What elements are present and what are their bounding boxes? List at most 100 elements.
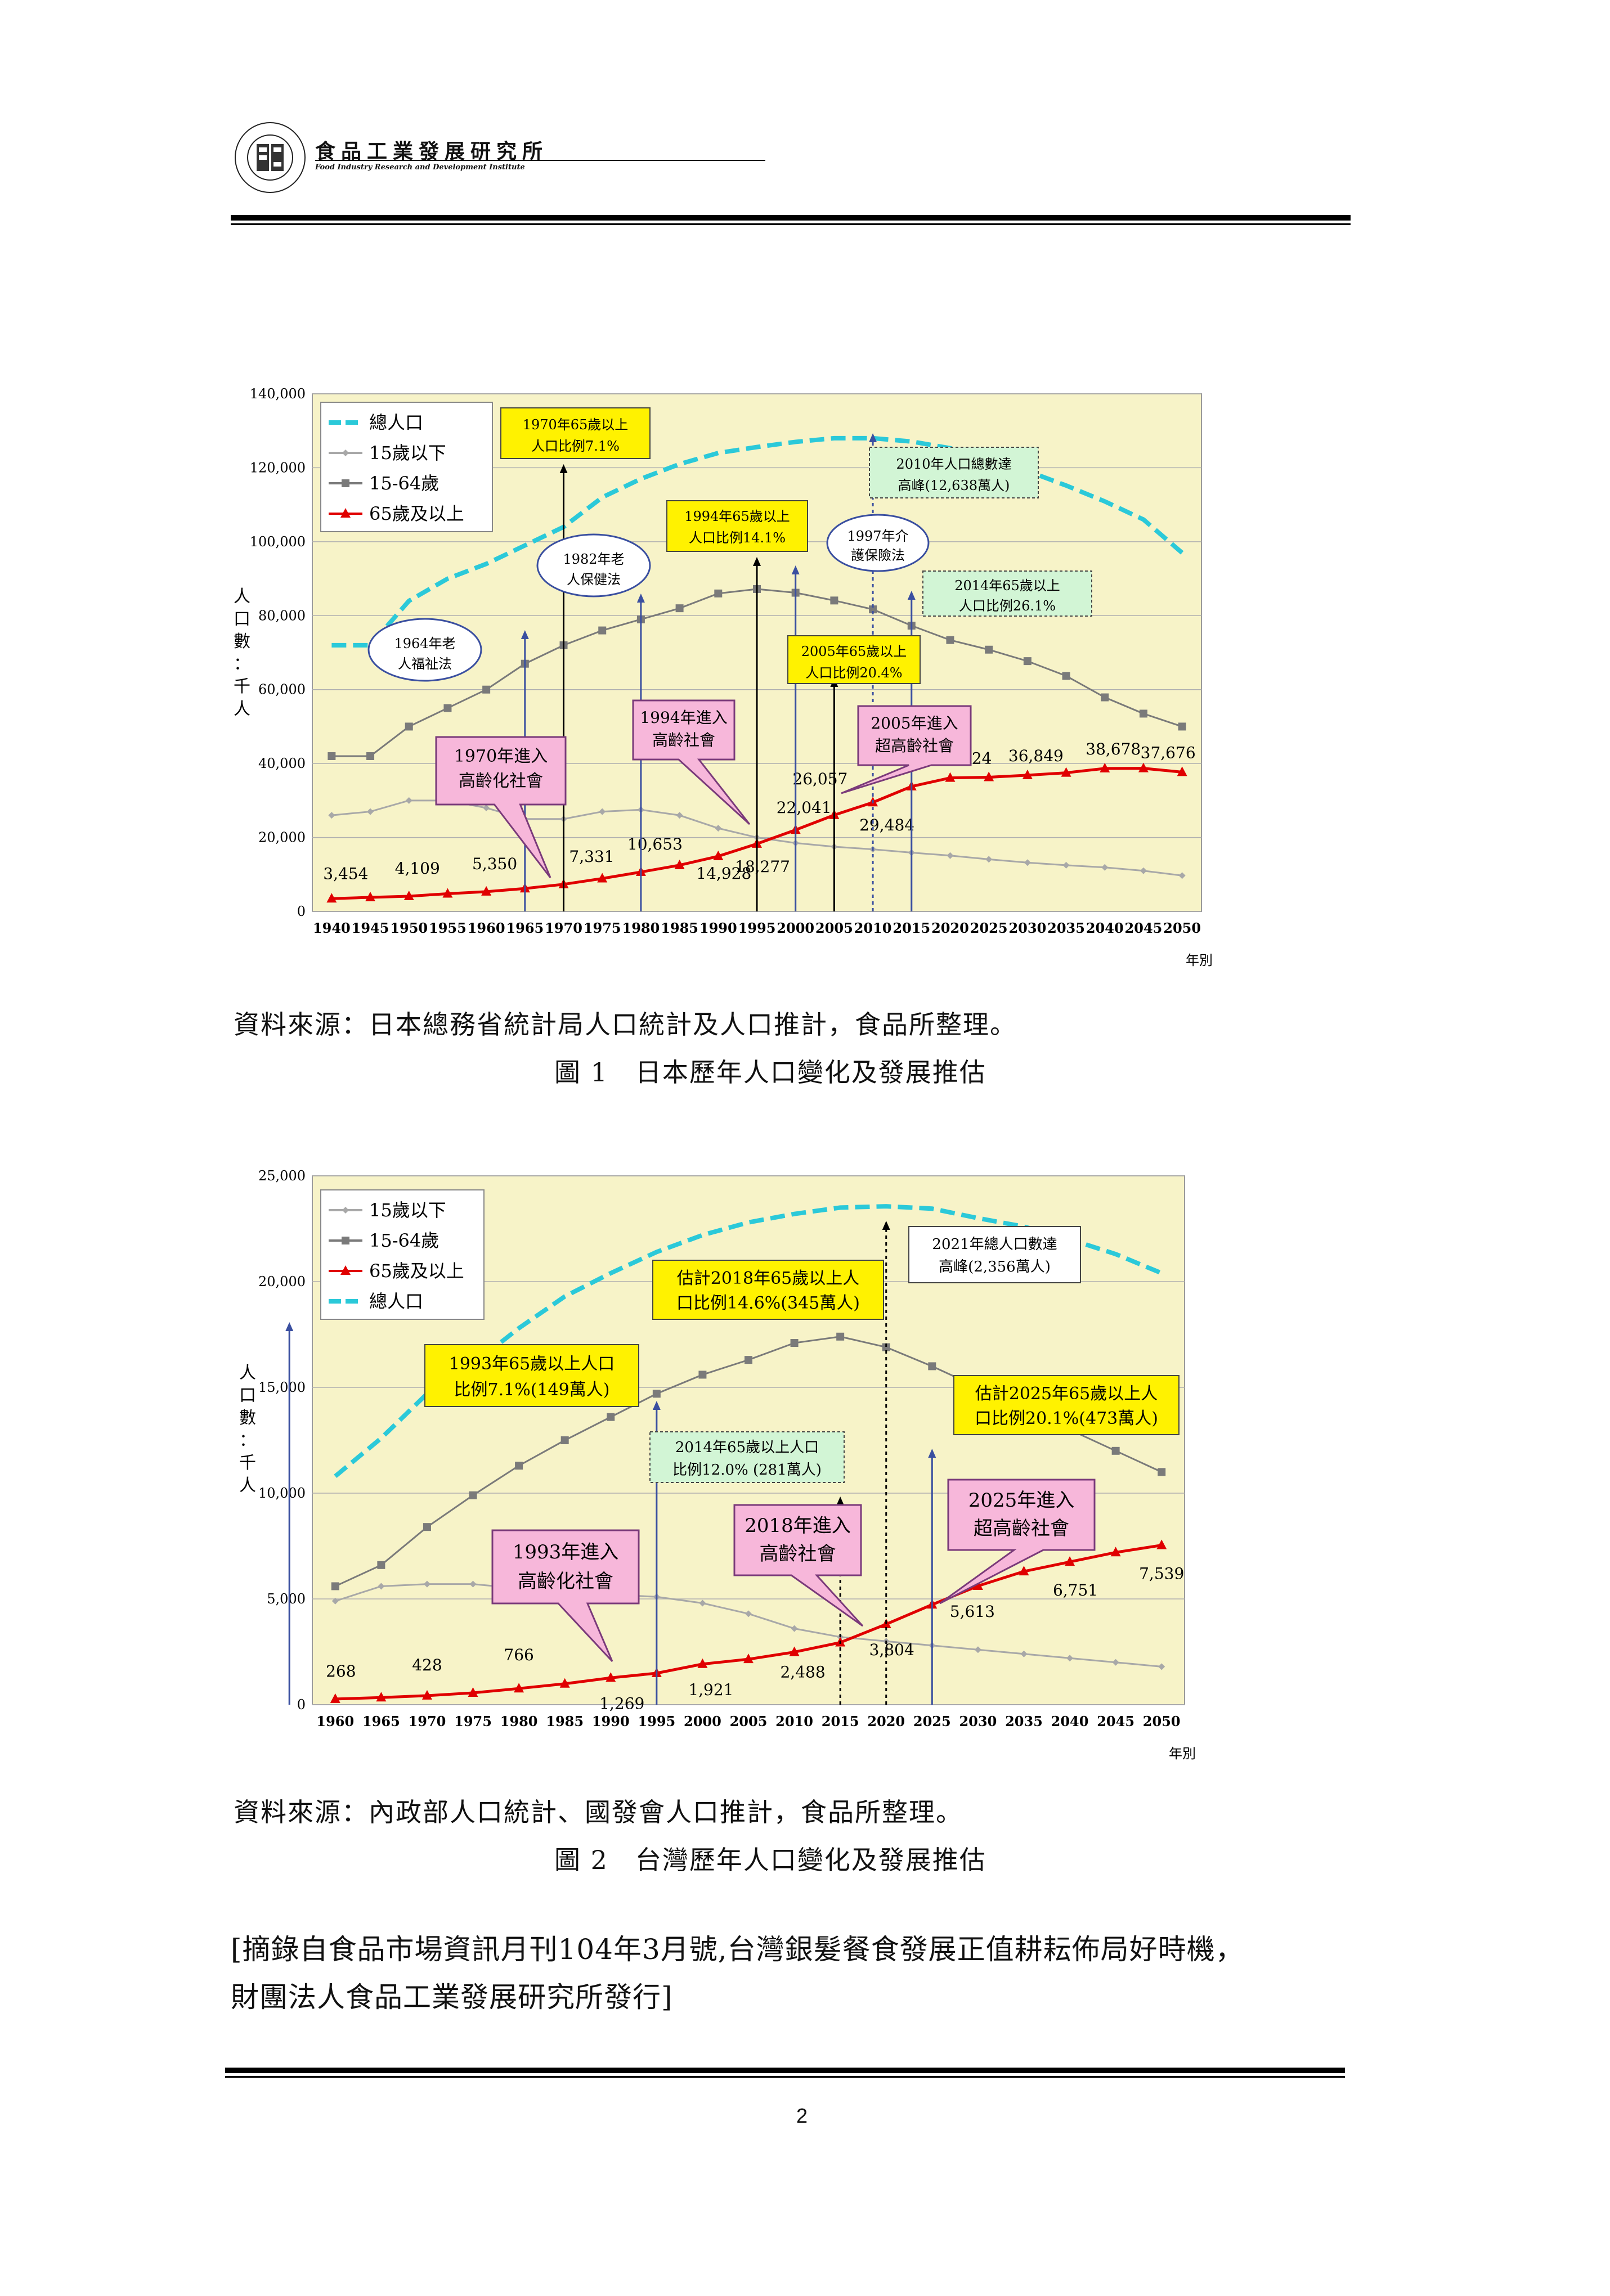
y-axis-label-char: 數 <box>239 1408 256 1428</box>
diamond-marker <box>342 1207 349 1214</box>
y-axis-label-char: 人 <box>239 1476 256 1495</box>
triangle-marker <box>1110 1547 1121 1557</box>
point-label: 3,454 <box>323 864 368 883</box>
y-axis-label-char: 千 <box>239 1453 256 1473</box>
x-tick-label: 1975 <box>454 1713 492 1729</box>
square-marker <box>377 1561 385 1569</box>
point-label: 1,921 <box>688 1681 733 1699</box>
callout-pink <box>435 736 567 878</box>
diamond-marker <box>947 852 954 859</box>
x-tick-label: 2030 <box>1008 920 1046 936</box>
square-marker <box>331 1582 339 1590</box>
callout-text: 1964年老 <box>394 636 455 651</box>
series-diamond <box>331 1580 1165 1670</box>
square-marker <box>342 1237 349 1244</box>
callout-text: 1982年老 <box>563 551 624 567</box>
callout-box <box>666 500 808 552</box>
callout-text: 口比例20.1%(473萬人) <box>975 1409 1158 1428</box>
y-axis-label-char: ： <box>234 654 250 674</box>
legend: 總人口 15歲以下 15-64歲 65歲及以上 <box>320 402 493 532</box>
square-marker <box>869 605 877 614</box>
triangle-marker <box>984 771 994 781</box>
y-axis-label: 人口數：千人 <box>239 1363 256 1495</box>
callout-text: 高峰(12,638萬人) <box>898 478 1010 493</box>
x-tick-label: 2050 <box>1143 1713 1181 1729</box>
y-tick-label: 40,000 <box>258 756 306 771</box>
x-tick-label: 1960 <box>468 920 505 936</box>
triangle-marker <box>743 1654 754 1664</box>
triangle-marker <box>1156 1539 1167 1549</box>
diamond-marker <box>483 805 490 811</box>
triangle-marker <box>365 892 376 902</box>
square-marker <box>1062 672 1070 680</box>
callout-text: 2010年人口總數達 <box>896 456 1011 472</box>
callout-text: 2014年65歲以上 <box>954 578 1060 594</box>
square-marker <box>714 589 723 597</box>
org-name-underline <box>315 160 765 161</box>
triangle-marker <box>1177 766 1187 776</box>
legend-box <box>320 1189 485 1320</box>
x-tick-label: 1970 <box>409 1713 446 1729</box>
x-axis-unit: 年別 <box>1186 952 1213 968</box>
x-tick-label: 1960 <box>316 1713 354 1729</box>
point-label: 26,057 <box>792 770 847 788</box>
triangle-marker <box>376 1692 387 1702</box>
triangle-marker <box>340 1265 351 1275</box>
point-label: 38,678 <box>1086 740 1141 758</box>
x-tick-label: 2005 <box>815 920 853 936</box>
x-tick-label: 2010 <box>775 1713 813 1729</box>
callout-text: 1993年進入 <box>513 1541 619 1563</box>
callout-box <box>922 570 1092 617</box>
point-label: 37,676 <box>1141 743 1196 762</box>
y-axis-label-char: 千 <box>234 677 250 697</box>
triangle-marker <box>481 886 492 896</box>
x-tick-label: 1950 <box>390 920 428 936</box>
x-tick-label: 1980 <box>622 920 660 936</box>
x-tick-label: 1970 <box>545 920 582 936</box>
point-label: 18,277 <box>735 857 790 876</box>
x-tick-label: 1990 <box>592 1713 630 1729</box>
square-marker <box>675 604 684 613</box>
triangle-marker <box>1019 1566 1029 1576</box>
y-tick-label: 25,000 <box>258 1168 306 1184</box>
diamond-marker <box>745 1610 752 1617</box>
org-name: 食品工業發展研究所 <box>315 140 549 163</box>
triangle-marker <box>326 893 337 903</box>
square-marker <box>443 704 452 712</box>
x-axis-unit: 年別 <box>1169 1746 1196 1762</box>
triangle-marker <box>330 1693 340 1703</box>
callout-text: 1997年介 <box>847 528 908 544</box>
y-tick-label: 20,000 <box>258 1274 306 1289</box>
x-tick-label: 1995 <box>738 920 776 936</box>
institute-logo <box>235 122 306 193</box>
square-marker <box>790 1339 799 1347</box>
y-tick-label: 15,000 <box>258 1380 306 1395</box>
triangle-marker <box>674 859 685 869</box>
square-marker <box>482 685 491 694</box>
point-label: 7,539 <box>1139 1565 1184 1583</box>
callout-box <box>787 635 921 684</box>
x-tick-label: 2025 <box>913 1713 951 1729</box>
square-marker <box>985 645 993 654</box>
x-tick-label: 1985 <box>546 1713 584 1729</box>
square-marker <box>1101 693 1109 702</box>
y-axis-label-char: ： <box>239 1431 256 1450</box>
diamond-marker <box>715 825 722 832</box>
y-tick-label: 80,000 <box>258 608 306 623</box>
square-marker <box>515 1462 523 1470</box>
callout-text: 人福祉法 <box>398 656 452 672</box>
figure2-caption: 圖 2 台灣歷年人口變化及發展推估 <box>554 1845 986 1875</box>
diamond-marker <box>699 1599 706 1607</box>
point-label: 268 <box>326 1662 356 1681</box>
y-tick-label: 20,000 <box>258 830 306 846</box>
diamond-marker <box>1112 1659 1119 1666</box>
figure1-caption: 圖 1 日本歷年人口變化及發展推估 <box>554 1057 986 1088</box>
x-tick-label: 2020 <box>867 1713 905 1729</box>
